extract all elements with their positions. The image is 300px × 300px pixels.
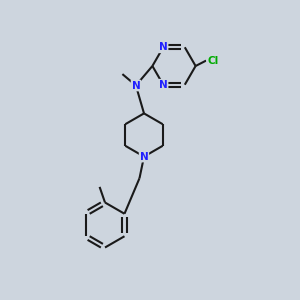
Text: N: N [140,152,148,162]
Text: Cl: Cl [207,56,218,66]
Text: N: N [131,80,140,91]
Text: N: N [159,80,168,90]
Text: N: N [159,42,168,52]
